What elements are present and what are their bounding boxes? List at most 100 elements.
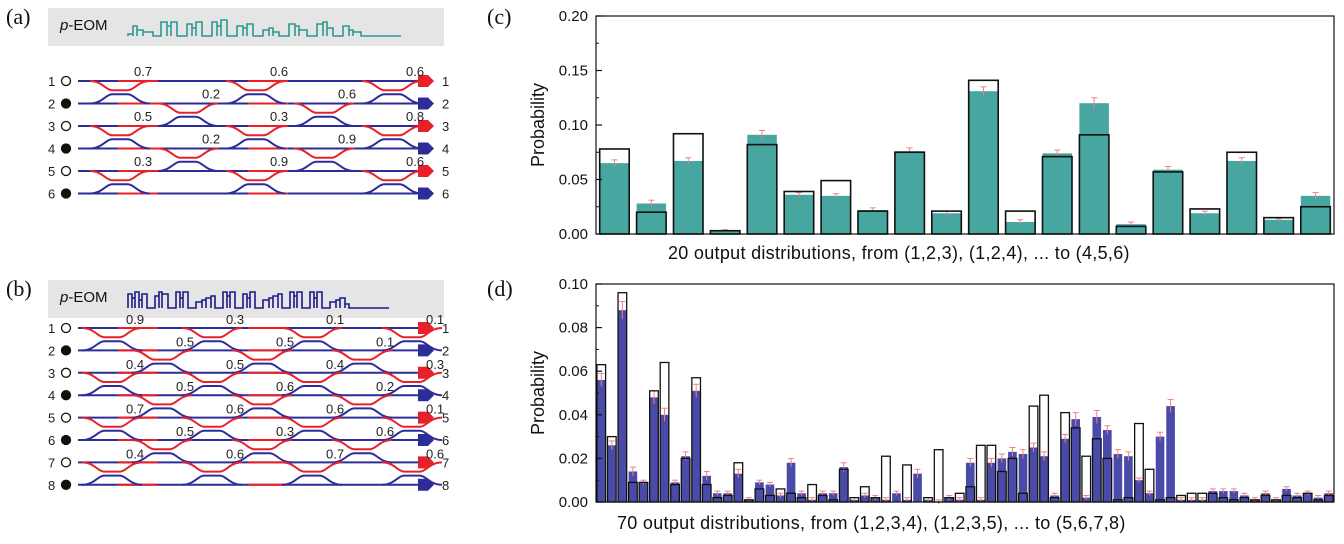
output-port-label: 4 — [442, 388, 449, 403]
bar-experiment — [776, 495, 785, 502]
photon-input-filled — [60, 98, 72, 109]
y-tick-label: 0.15 — [559, 63, 588, 80]
y-tick-label: 0.10 — [559, 276, 588, 293]
directional-coupler-lower — [81, 429, 143, 441]
input-port-label: 4 — [48, 142, 55, 157]
output-port-label: 6 — [442, 187, 449, 202]
directional-coupler-upper — [89, 80, 151, 92]
directional-coupler-lower — [81, 340, 143, 352]
coupler-ratio-label: 0.2 — [202, 87, 220, 102]
directional-coupler-upper — [231, 439, 293, 451]
directional-coupler-lower — [381, 429, 443, 441]
photon-input-empty — [60, 75, 72, 87]
directional-coupler-upper — [181, 371, 243, 383]
directional-coupler-lower — [81, 474, 143, 486]
output-port-label: 3 — [442, 366, 449, 381]
directional-coupler-lower — [361, 183, 423, 195]
bar-experiment — [821, 195, 851, 234]
bar-experiment — [1208, 491, 1218, 502]
coupler-ratio-label: 0.6 — [376, 424, 394, 439]
coupler-ratio-label: 0.5 — [176, 379, 194, 394]
bar-experiment — [1113, 454, 1123, 502]
bar-experiment — [649, 397, 659, 502]
directional-coupler-lower — [181, 474, 243, 486]
bar-experiment — [734, 473, 743, 502]
output-port-arrow — [418, 75, 434, 87]
bar-experiment — [618, 310, 627, 502]
coupler-ratio-label: 0.1 — [376, 334, 394, 349]
directional-coupler-lower — [89, 93, 151, 105]
output-port-arrow — [418, 97, 434, 110]
coupler-ratio-label: 0.5 — [176, 334, 194, 349]
bar-experiment — [636, 203, 667, 234]
coupler-ratio-label: 0.6 — [276, 379, 294, 394]
photon-input-filled — [60, 479, 72, 490]
bar-experiment — [997, 458, 1007, 502]
bar-experiment — [765, 484, 775, 502]
directional-coupler-upper — [281, 461, 343, 473]
directional-coupler-lower — [331, 362, 393, 374]
coupler-ratio-label: 0.7 — [134, 64, 152, 79]
directional-coupler-lower — [381, 340, 443, 352]
bar-experiment — [892, 493, 901, 502]
input-port-label: 8 — [48, 478, 55, 493]
directional-coupler-upper — [89, 125, 151, 137]
coupler-ratio-label: 0.2 — [376, 379, 394, 394]
y-tick-label: 0.05 — [559, 172, 588, 189]
directional-coupler-upper — [81, 416, 143, 428]
directional-coupler-upper — [293, 102, 355, 114]
bar-experiment — [1060, 438, 1070, 502]
bar-experiment — [857, 210, 888, 234]
output-port-arrow — [418, 187, 434, 200]
output-port-label: 1 — [442, 321, 449, 336]
coupler-ratio-label: 0.6 — [226, 402, 244, 417]
coupler-ratio-label: 0.4 — [326, 357, 344, 372]
bar-experiment — [931, 213, 962, 234]
coupler-ratio-label: 0.3 — [276, 424, 294, 439]
eom-waveform-trace — [127, 19, 401, 37]
photon-input-empty — [60, 367, 72, 378]
bar-experiment — [828, 493, 838, 502]
directional-coupler-upper — [225, 80, 287, 92]
directional-coupler-upper — [231, 349, 293, 361]
coupler-ratio-label: 0.3 — [426, 357, 444, 372]
directional-coupler-upper — [157, 102, 219, 114]
output-port-arrow — [418, 165, 434, 177]
coupler-ratio-label: 0.2 — [202, 132, 220, 147]
chart-c-xlabel: 20 output distributions, from (1,2,3), (… — [668, 243, 1130, 263]
bar-experiment — [1145, 493, 1154, 502]
directional-coupler-lower — [281, 474, 343, 486]
input-port-label: 6 — [48, 433, 55, 448]
directional-coupler-upper — [81, 327, 143, 339]
y-tick-label: 0.10 — [559, 117, 588, 134]
output-port-label: 1 — [442, 74, 449, 89]
bar-experiment — [1190, 213, 1220, 234]
bar-experiment — [1153, 169, 1183, 234]
directional-coupler-upper — [181, 461, 243, 473]
directional-coupler-lower — [225, 183, 287, 195]
input-port-label: 1 — [48, 74, 55, 89]
bar-experiment — [965, 462, 975, 502]
coupler-ratio-label: 0.3 — [226, 312, 244, 327]
directional-coupler-upper — [281, 327, 343, 339]
bar-experiment — [1116, 224, 1146, 234]
coupler-ratio-label: 0.5 — [276, 334, 294, 349]
directional-coupler-upper — [231, 394, 293, 406]
output-port-label: 3 — [442, 119, 449, 134]
directional-coupler-lower — [293, 115, 355, 127]
bar-experiment — [628, 471, 638, 502]
y-tick-label: 0.00 — [559, 226, 588, 243]
output-port-label: 2 — [442, 343, 449, 358]
directional-coupler-lower — [89, 183, 151, 195]
directional-coupler-lower — [131, 362, 193, 374]
directional-coupler-lower — [361, 138, 423, 150]
output-port-label: 7 — [442, 455, 449, 470]
directional-coupler-upper — [331, 439, 393, 451]
directional-coupler-lower — [331, 452, 393, 464]
y-axis-label: Probability — [528, 83, 548, 167]
bar-experiment — [1039, 456, 1049, 502]
bar-experiment — [607, 445, 617, 502]
directional-coupler-upper — [81, 371, 143, 383]
coupler-ratio-label: 0.4 — [126, 357, 144, 372]
